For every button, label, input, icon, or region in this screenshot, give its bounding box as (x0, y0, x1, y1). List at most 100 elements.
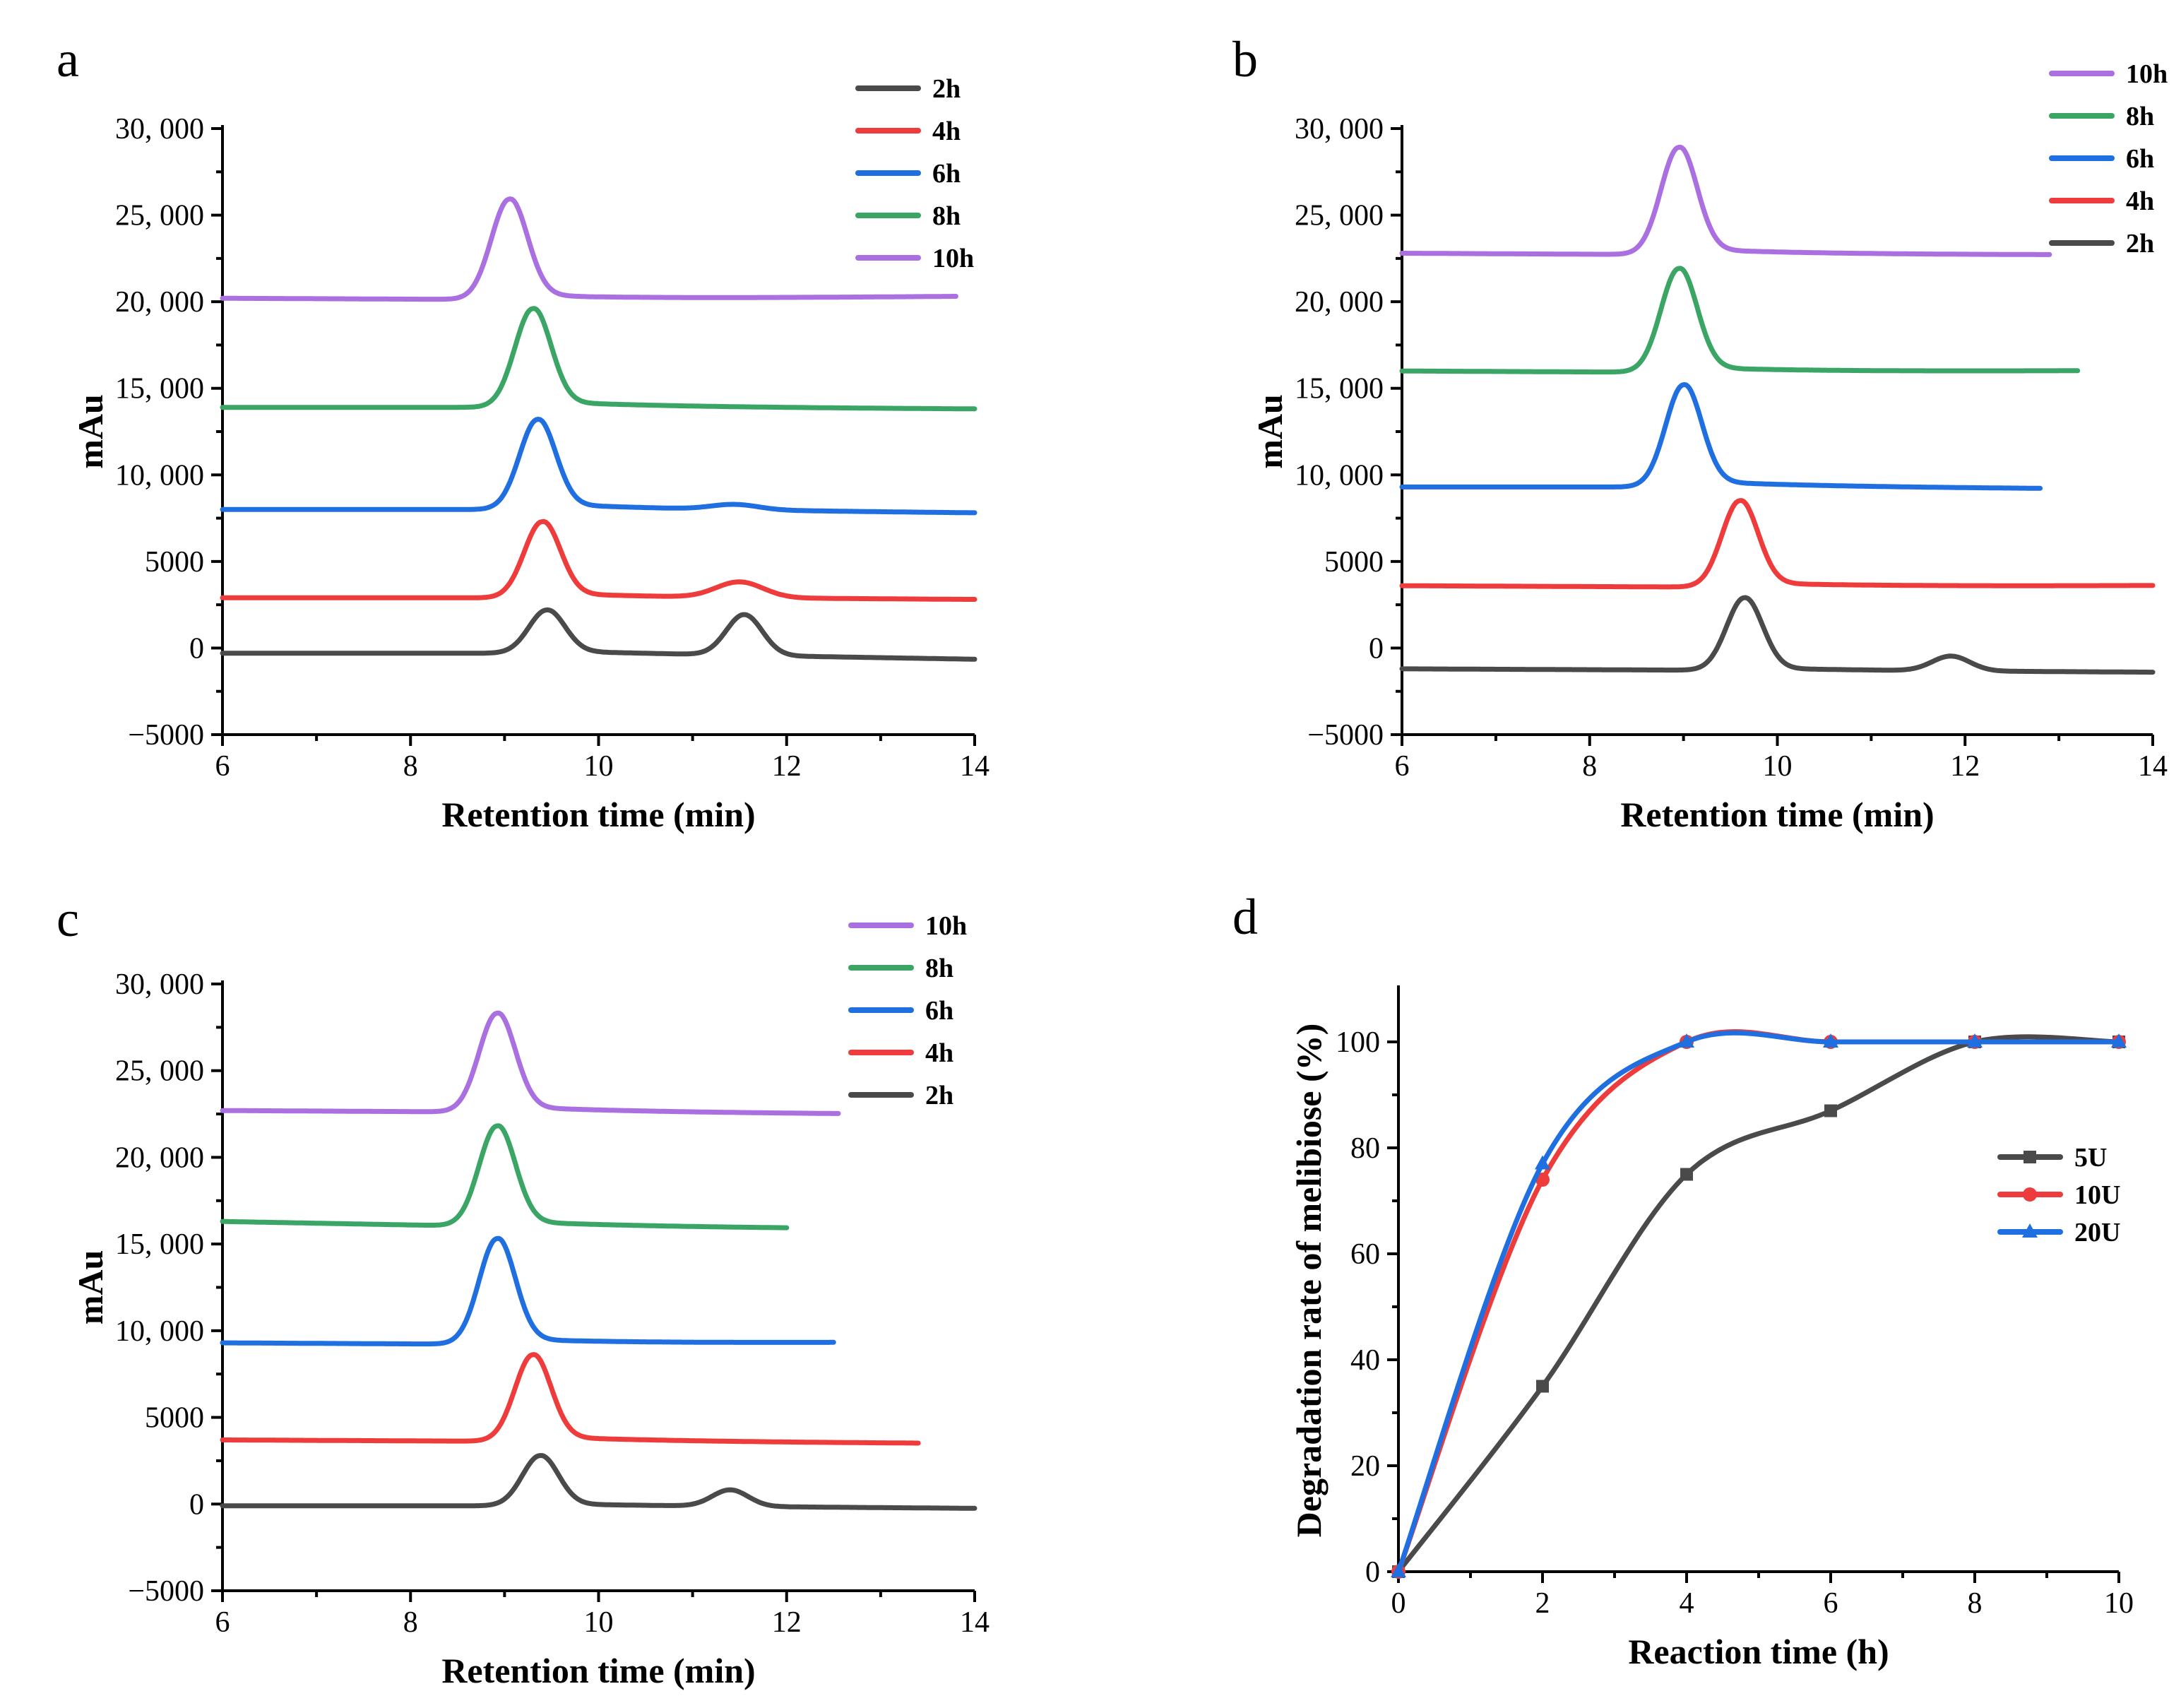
x-tick-label: 8 (403, 1606, 418, 1639)
y-tick-label: 60 (1350, 1238, 1380, 1271)
x-tick-label: 12 (772, 1606, 802, 1639)
legend: 5U 10U 20U (1997, 1143, 2120, 1247)
x-tick-label: 12 (1950, 750, 1980, 783)
data-point-20U (1679, 1033, 1694, 1048)
x-tick-label: 14 (960, 1606, 990, 1639)
series-line-8h (220, 306, 977, 412)
panel-letter: d (1232, 889, 1258, 945)
legend-label-4h: 4h (2126, 186, 2154, 216)
legend-label-2h: 2h (932, 74, 961, 104)
series-line-2h (220, 1453, 977, 1511)
y-tick-label: 20, 000 (1295, 286, 1384, 319)
y-axis-title: mAu (1250, 394, 1290, 469)
y-tick-label: 100 (1336, 1026, 1380, 1059)
y-axis-title: mAu (71, 1250, 110, 1325)
y-tick-label: 10, 000 (115, 459, 204, 492)
data-point-20U (2111, 1033, 2127, 1048)
series-line-2h (220, 607, 977, 662)
y-tick-label: 0 (189, 1488, 204, 1521)
y-tick-label: 0 (1369, 632, 1384, 665)
legend-label-10U: 10U (2074, 1180, 2120, 1210)
series-line-4h (220, 518, 977, 602)
y-tick-label: 30, 000 (1295, 113, 1384, 146)
legend-label-4h: 4h (925, 1038, 953, 1068)
data-point-20U (1535, 1155, 1550, 1170)
legend-label-6h: 6h (932, 159, 961, 189)
x-tick-label: 8 (403, 750, 418, 783)
data-point-20U (1823, 1033, 1838, 1048)
series-line-4h (1399, 498, 2156, 590)
x-tick-label: 10 (1763, 750, 1793, 783)
x-tick-label: 8 (1968, 1587, 1983, 1620)
data-point-5U (1824, 1104, 1837, 1117)
x-axis-title: Retention time (min) (441, 795, 755, 834)
y-tick-label: 5000 (1324, 546, 1384, 579)
series-line-10h (220, 1010, 841, 1116)
series-line-6h (220, 1235, 836, 1347)
legend-label-20U: 20U (2074, 1218, 2120, 1247)
y-tick-label: 20 (1350, 1450, 1380, 1483)
series-line-4h (220, 1352, 921, 1446)
data-point-5U (1680, 1168, 1693, 1181)
data-point-10U (1535, 1173, 1550, 1187)
y-tick-label: 30, 000 (115, 968, 204, 1001)
legend-label-8h: 8h (2126, 102, 2154, 131)
x-axis-title: Reaction time (h) (1628, 1632, 1889, 1671)
legend-label-6h: 6h (2126, 144, 2154, 174)
series-line-6h (220, 417, 977, 516)
x-tick-label: 0 (1391, 1587, 1406, 1620)
y-tick-label: −5000 (128, 719, 204, 752)
legend-label-4h: 4h (932, 117, 961, 146)
legend-label-10h: 10h (932, 244, 974, 273)
legend-label-8h: 8h (932, 201, 961, 231)
legend-label-10h: 10h (925, 911, 967, 941)
legend-label-6h: 6h (925, 996, 953, 1026)
x-tick-label: 14 (2138, 750, 2168, 783)
legend-marker-20U (2022, 1223, 2038, 1238)
legend-marker-10U (2023, 1187, 2037, 1202)
legend: 10h 8h 6h 4h 2h (848, 911, 967, 1110)
series-line-10U (1396, 1029, 2122, 1574)
y-tick-label: 10, 000 (115, 1315, 204, 1348)
y-tick-label: 10, 000 (1295, 459, 1384, 492)
panel-letter: c (57, 891, 79, 947)
panel-letter: a (57, 31, 79, 88)
x-tick-label: 6 (215, 750, 230, 783)
x-tick-label: 6 (1824, 1587, 1838, 1620)
series-line-8h (1399, 266, 2081, 375)
series-line-6h (1399, 382, 2043, 491)
legend-label-2h: 2h (925, 1081, 953, 1110)
chart-panel-b: b 6 8 10 12 14 −5000 0 5000 10, 000 15, 000 20, 000… (1232, 31, 2168, 834)
y-tick-label: −5000 (128, 1575, 204, 1608)
series-line-10h (220, 196, 958, 302)
y-tick-label: 0 (189, 632, 204, 665)
x-tick-label: 10 (584, 1606, 614, 1639)
chart-panel-a: a 6 8 10 12 14 −5000 0 5000 10, 000 15, 000 20, 000… (57, 31, 990, 834)
data-point-20U (1391, 1563, 1406, 1577)
y-tick-label: 15, 000 (1295, 373, 1384, 405)
y-tick-label: 80 (1350, 1132, 1380, 1165)
legend-label-10h: 10h (2126, 59, 2168, 89)
y-axis-title: mAu (71, 394, 110, 469)
x-tick-label: 6 (215, 1606, 230, 1639)
y-axis-title: Degradation rate of melibiose (%) (1289, 1024, 1329, 1538)
x-tick-label: 2 (1535, 1587, 1550, 1620)
y-tick-label: 20, 000 (115, 1141, 204, 1174)
x-tick-label: 14 (960, 750, 990, 783)
panel-letter: b (1232, 31, 1258, 88)
y-tick-label: 15, 000 (115, 1228, 204, 1261)
x-axis-title: Retention time (min) (1620, 795, 1934, 834)
data-point-5U (1536, 1380, 1549, 1393)
y-tick-label: 25, 000 (115, 1055, 204, 1088)
y-tick-label: 40 (1350, 1344, 1380, 1377)
legend-label-5U: 5U (2074, 1143, 2107, 1173)
x-tick-label: 6 (1395, 750, 1410, 783)
x-tick-label: 4 (1680, 1587, 1694, 1620)
legend: 10h 8h 6h 4h 2h (2049, 59, 2168, 259)
x-tick-label: 12 (772, 750, 802, 783)
y-tick-label: 5000 (145, 1402, 204, 1435)
legend: 2h 4h 6h 8h 10h (855, 74, 974, 273)
legend-label-8h: 8h (925, 954, 953, 983)
